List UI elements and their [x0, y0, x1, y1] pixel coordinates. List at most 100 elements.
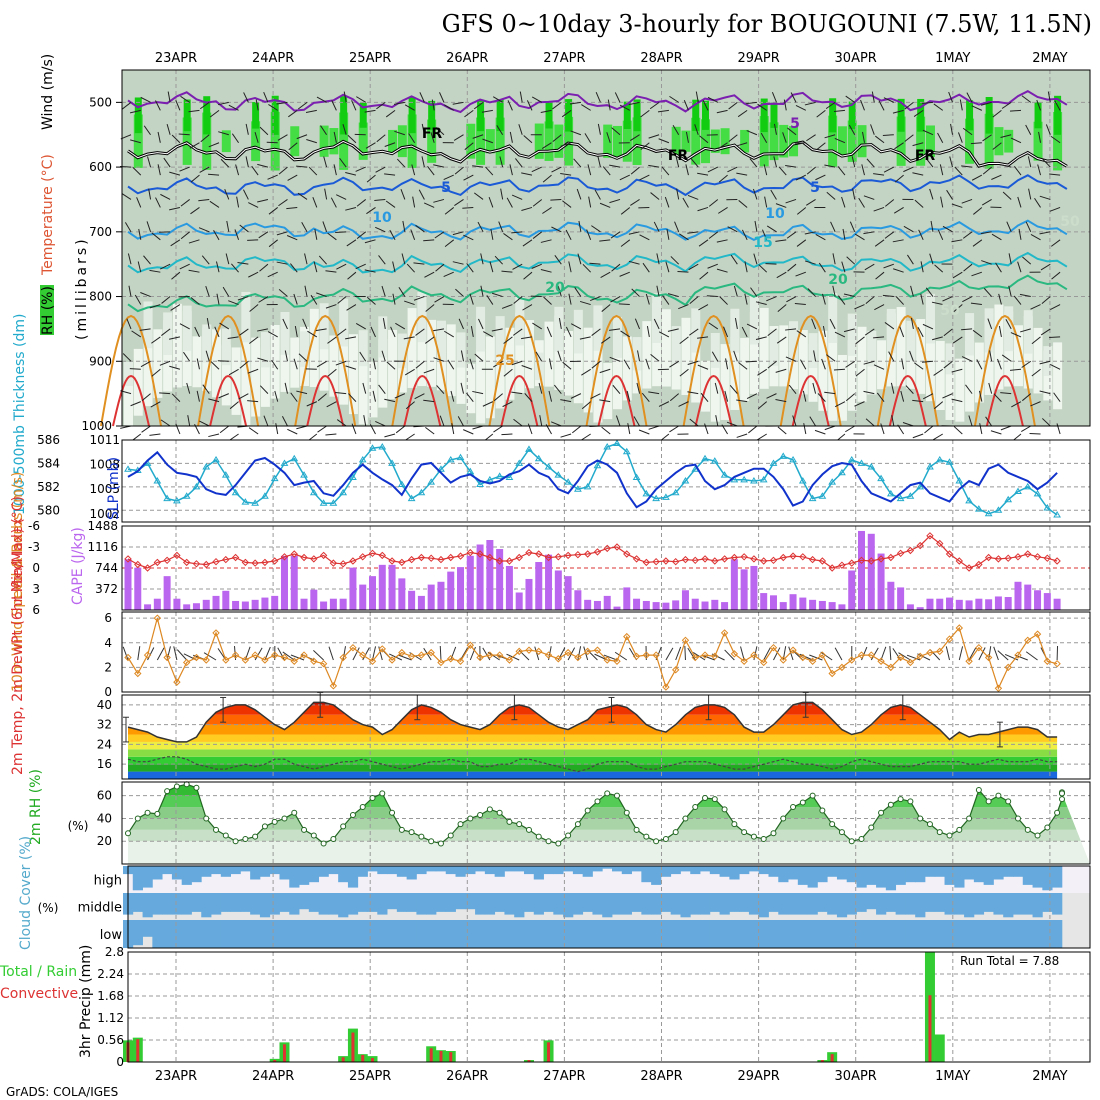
cloud-cell-middle: [709, 893, 720, 912]
cape-bar: [760, 593, 768, 610]
cloud-cell-high: [259, 866, 271, 877]
wind-barb: [883, 166, 895, 173]
cloud-cell-middle: [328, 893, 339, 915]
wind-barb: [167, 91, 171, 103]
rh-moist-column: [896, 307, 906, 387]
wind-barb: [143, 255, 151, 265]
wind-barb: [251, 165, 259, 176]
wind-barb-10m: [482, 647, 491, 661]
wind-barb: [951, 239, 963, 243]
isotherm-30: [112, 374, 150, 427]
precip-convective-bar: [341, 1057, 345, 1062]
wind-barb: [178, 133, 190, 136]
cloud-cell-middle: [700, 893, 711, 915]
wind-barb: [395, 425, 406, 434]
rh-point: [966, 815, 973, 822]
wind-speed-point: [505, 656, 514, 664]
cloud-cell-middle: [250, 893, 261, 915]
cloud-cell-low: [230, 920, 241, 948]
cape-bar: [799, 597, 807, 610]
wind-barb-10m: [122, 646, 129, 661]
thickness-point: [309, 488, 318, 496]
rh-point: [1058, 796, 1065, 803]
wind-barb: [950, 123, 954, 135]
lifted-index-point: [339, 560, 347, 568]
rh-moist-column: [192, 336, 202, 388]
rh-high-cell: [202, 112, 212, 170]
thickness-point: [896, 494, 905, 502]
rh-high-cell: [476, 117, 486, 165]
cape-bar: [545, 554, 553, 610]
wind-barb: [845, 95, 856, 103]
cloud-cell-middle: [1052, 893, 1063, 915]
cape-bar: [838, 604, 846, 610]
cape-bar: [457, 567, 465, 610]
wind-barb: [937, 132, 944, 143]
precip-tick-label: 0.56: [97, 1033, 124, 1047]
wind-barb: [163, 157, 171, 168]
wind-barb: [202, 384, 210, 394]
cape-bar: [721, 602, 729, 610]
rh-tick-label: 40: [97, 811, 112, 825]
wind-barb: [816, 109, 826, 118]
rh-moist-column: [270, 325, 280, 399]
cloud-cell-low: [396, 920, 408, 948]
wind-barb: [220, 158, 230, 168]
cape-bar: [251, 599, 259, 610]
cape-bar: [163, 576, 171, 610]
wind-barb: [278, 289, 288, 297]
cloud-cell-high: [866, 866, 877, 885]
wind-barb: [876, 392, 885, 402]
rh-point: [1044, 824, 1051, 831]
cloud-cell-low: [240, 920, 251, 948]
wind-barb: [132, 167, 142, 176]
wind-speed-point: [182, 658, 191, 667]
cloud-cell-low: [563, 920, 574, 948]
rh-high-cell: [740, 129, 750, 153]
wind-barb: [638, 429, 650, 435]
cloud-cell-low: [377, 920, 388, 948]
rh-moist-column: [241, 341, 251, 426]
cloud-cell-low: [367, 920, 378, 948]
wind-barb: [777, 426, 787, 435]
wind-barb: [384, 433, 396, 438]
rh-mid-column: [769, 329, 779, 366]
wind-barb: [124, 222, 132, 233]
precip-total-bar: [934, 1034, 945, 1062]
rh-mid-column: [828, 293, 838, 343]
rh-saturated-cell: [633, 99, 641, 132]
rh-point: [985, 798, 992, 805]
cloud-cell-middle: [719, 893, 730, 915]
precip-axis-label: 3hr Precip (mm): [78, 945, 94, 1058]
wind-barb: [599, 368, 611, 374]
wind-barb: [716, 239, 728, 243]
wind-barb: [464, 109, 474, 118]
lifted-index-point: [456, 552, 465, 560]
wind-barb: [571, 425, 582, 434]
wind-grid: [122, 612, 1090, 692]
wind-barb: [570, 130, 582, 136]
wind-barb: [600, 336, 611, 344]
lifted-index-point: [828, 564, 836, 572]
wind-barb: [843, 328, 855, 333]
rh-moist-column: [652, 303, 662, 387]
wind-barb: [570, 393, 582, 399]
wind-barb: [452, 261, 464, 265]
wind-barb: [758, 264, 768, 273]
wind-barb: [746, 130, 758, 136]
rh-moist-column: [877, 340, 887, 390]
wind-background: [122, 612, 1090, 692]
wind-barb: [704, 423, 709, 435]
wind-barb: [861, 164, 865, 176]
wind-barb: [1002, 191, 1012, 200]
wind-barb: [491, 292, 503, 298]
wind-barb: [611, 263, 621, 272]
lifted-index-point: [994, 555, 1003, 563]
wind-tick-label: 6: [104, 611, 112, 625]
wind-barb: [645, 293, 650, 305]
cloud-cell-low: [504, 920, 515, 948]
rh-mid-column: [613, 317, 622, 358]
rh-high-cell: [407, 114, 417, 168]
cloud-cell-middle: [132, 893, 143, 912]
